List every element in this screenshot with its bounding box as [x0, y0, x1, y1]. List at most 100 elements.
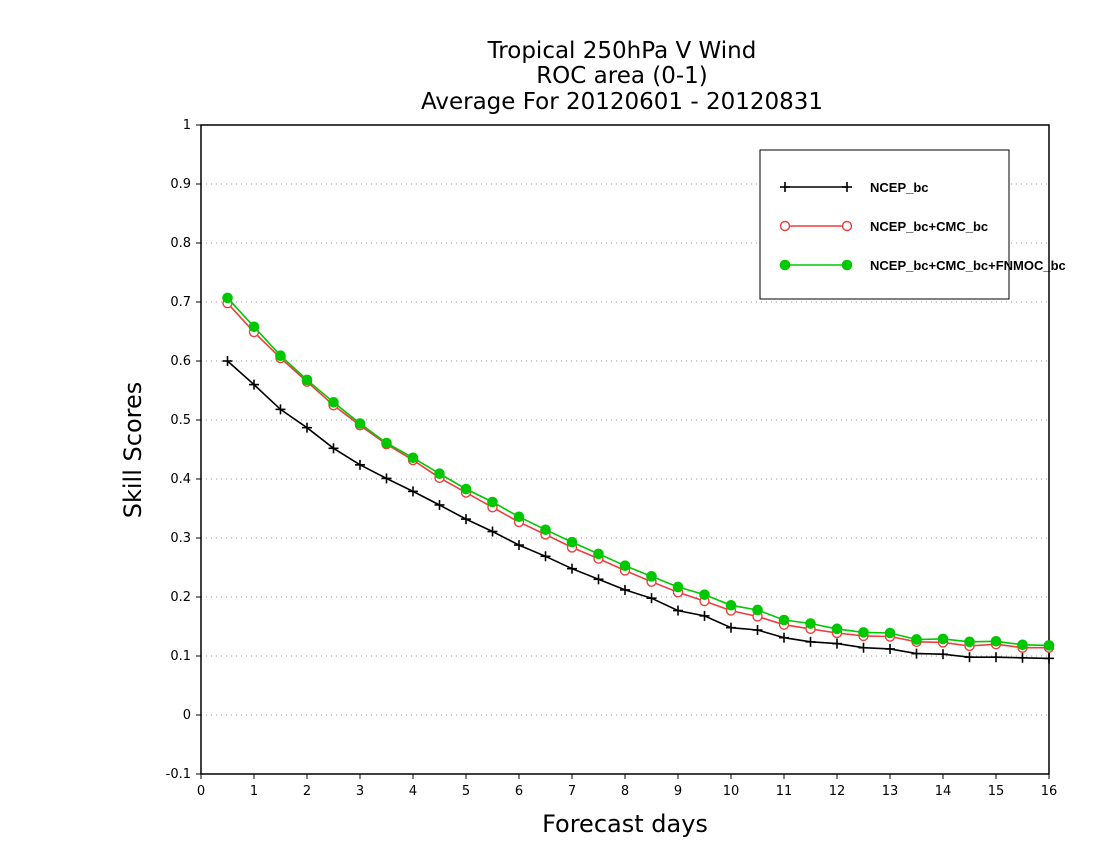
data-point-ncep-bc-cmc-bc-fnmoc-bc [884, 627, 896, 639]
legend-label-ncep-bc-cmc-bc-fnmoc-bc: NCEP_bc+CMC_bc+FNMOC_bc [870, 258, 1066, 273]
data-point-ncep-bc-cmc-bc-fnmoc-bc [566, 536, 578, 548]
y-tick-label: 0.7 [170, 295, 191, 310]
data-point-ncep-bc [885, 643, 895, 654]
legend-entry-ncep-bc-cmc-bc-fnmoc-bc: NCEP_bc+CMC_bc+FNMOC_bc [779, 258, 1066, 273]
data-point-ncep-bc [779, 632, 789, 643]
chart-title-line-3: Average For 20120601 - 20120831 [421, 89, 823, 115]
legend-label-ncep-bc: NCEP_bc [870, 180, 929, 195]
axis-ticks [196, 124, 1050, 779]
x-tick-label: 9 [674, 784, 682, 799]
y-tick-label: 0.8 [170, 236, 191, 251]
y-tick-label: 0.5 [170, 413, 191, 428]
data-point-ncep-bc [858, 642, 869, 653]
data-point-ncep-bc-cmc-bc-fnmoc-bc [275, 350, 286, 361]
data-point-ncep-bc-cmc-bc-fnmoc-bc [964, 636, 975, 648]
data-point-ncep-bc-cmc-bc-fnmoc-bc [619, 560, 631, 572]
data-point-ncep-bc-cmc-bc-fnmoc-bc [778, 614, 790, 626]
data-point-ncep-bc-cmc-bc-fnmoc-bc [911, 634, 922, 645]
y-tick-label: 0.4 [170, 472, 191, 487]
x-tick-label: 0 [197, 784, 205, 799]
data-point-ncep-bc-cmc-bc-fnmoc-bc [513, 511, 525, 523]
x-tick-label: 13 [882, 784, 899, 799]
data-point-ncep-bc-cmc-bc-fnmoc-bc [222, 292, 233, 304]
data-point-ncep-bc-cmc-bc-fnmoc-bc [725, 599, 737, 611]
data-point-ncep-bc-cmc-bc-fnmoc-bc [831, 623, 843, 635]
legend-marker-ncep-bc-cmc-bc [779, 220, 791, 232]
data-point-ncep-bc [249, 379, 259, 390]
x-tick-label: 10 [723, 784, 740, 799]
data-point-ncep-bc [620, 584, 630, 595]
data-point-ncep-bc [434, 499, 445, 510]
y-tick-label: 0.6 [170, 354, 191, 369]
data-point-ncep-bc [381, 473, 392, 484]
data-point-ncep-bc [1017, 652, 1028, 663]
data-point-ncep-bc [991, 652, 1001, 663]
data-point-ncep-bc [699, 610, 710, 621]
y-tick-label: 1 [183, 118, 191, 133]
data-point-ncep-bc-cmc-bc-fnmoc-bc [593, 548, 604, 560]
legend-label-ncep-bc-cmc-bc: NCEP_bc+CMC_bc [870, 219, 988, 234]
data-point-ncep-bc [540, 551, 551, 562]
x-axis-label: Forecast days [542, 810, 708, 838]
data-point-ncep-bc-cmc-bc-fnmoc-bc [1043, 640, 1055, 651]
data-point-ncep-bc-cmc-bc-fnmoc-bc [672, 581, 684, 593]
legend-entries: NCEP_bc NCEP_bc+CMC_bc NCEP_bc+CMC_bc+FNMO… [779, 180, 1066, 273]
data-point-ncep-bc [805, 636, 816, 647]
data-point-ncep-bc-cmc-bc-fnmoc-bc [1017, 639, 1028, 651]
data-point-ncep-bc [222, 356, 233, 366]
data-point-ncep-bc-cmc-bc-fnmoc-bc [301, 374, 313, 386]
legend-marker-ncep-bc [780, 182, 790, 192]
data-point-ncep-bc [275, 404, 286, 415]
x-tick-label: 15 [988, 784, 1005, 799]
chart-title-line-1: Tropical 250hPa V Wind [487, 38, 757, 64]
legend-marker-ncep-bc-cmc-bc-fnmoc-bc [841, 259, 853, 271]
data-point-ncep-bc [752, 625, 763, 636]
series-lines [222, 292, 1055, 664]
chart-title: Tropical 250hPa V Wind ROC area (0-1) Av… [421, 38, 823, 115]
data-point-ncep-bc [514, 540, 524, 551]
data-point-ncep-bc [832, 638, 842, 649]
data-point-ncep-bc-cmc-bc-fnmoc-bc [248, 321, 260, 333]
y-tick-label: 0.9 [170, 177, 191, 192]
series-ncep-bc [222, 356, 1054, 664]
data-point-ncep-bc-cmc-bc-fnmoc-bc [752, 604, 763, 616]
data-point-ncep-bc-cmc-bc-fnmoc-bc [646, 571, 657, 582]
data-point-ncep-bc [302, 422, 312, 433]
x-tick-label: 12 [829, 784, 846, 799]
data-point-ncep-bc [911, 648, 922, 659]
x-tick-label: 6 [515, 784, 523, 799]
y-tick-label: 0.3 [170, 531, 191, 546]
data-point-ncep-bc [461, 514, 471, 525]
x-axis-tick-labels: 0 1 2 3 4 5 6 7 8 9 10 11 12 13 14 15 16 [197, 784, 1057, 799]
data-point-ncep-bc [408, 486, 418, 497]
x-tick-label: 8 [621, 784, 629, 799]
data-point-ncep-bc [673, 605, 683, 616]
data-point-ncep-bc-cmc-bc-fnmoc-bc [990, 635, 1002, 647]
data-point-ncep-bc [1044, 653, 1054, 664]
legend: NCEP_bc NCEP_bc+CMC_bc NCEP_bc+CMC_bc+FNMO… [759, 149, 1066, 300]
y-axis-label: Skill Scores [119, 382, 147, 519]
data-point-ncep-bc [726, 622, 736, 633]
data-point-ncep-bc-cmc-bc-fnmoc-bc [699, 589, 710, 600]
data-point-ncep-bc [646, 593, 657, 604]
legend-entry-ncep-bc-cmc-bc: NCEP_bc+CMC_bc [779, 219, 988, 234]
chart-title-line-2: ROC area (0-1) [536, 63, 708, 89]
x-tick-label: 1 [250, 784, 258, 799]
x-tick-label: 3 [356, 784, 364, 799]
x-tick-label: 16 [1041, 784, 1058, 799]
data-point-ncep-bc [328, 443, 339, 454]
data-point-ncep-bc [593, 574, 604, 585]
data-point-ncep-bc-cmc-bc-fnmoc-bc [328, 397, 339, 408]
series-line-ncep-bc [226, 360, 1050, 660]
legend-entry-ncep-bc: NCEP_bc [780, 180, 929, 195]
data-point-ncep-bc [487, 526, 498, 537]
x-tick-label: 7 [568, 784, 576, 799]
data-point-ncep-bc-cmc-bc-fnmoc-bc [381, 437, 392, 449]
y-axis-tick-labels: -0.1 0 0.1 0.2 0.3 0.4 0.5 0.6 0.7 0.8 0.9 1 [166, 118, 191, 782]
data-point-ncep-bc-cmc-bc-fnmoc-bc [937, 633, 949, 645]
x-tick-label: 5 [462, 784, 470, 799]
data-point-ncep-bc-cmc-bc-fnmoc-bc [460, 483, 472, 495]
x-tick-label: 14 [935, 784, 952, 799]
data-point-ncep-bc-cmc-bc-fnmoc-bc [407, 452, 419, 464]
